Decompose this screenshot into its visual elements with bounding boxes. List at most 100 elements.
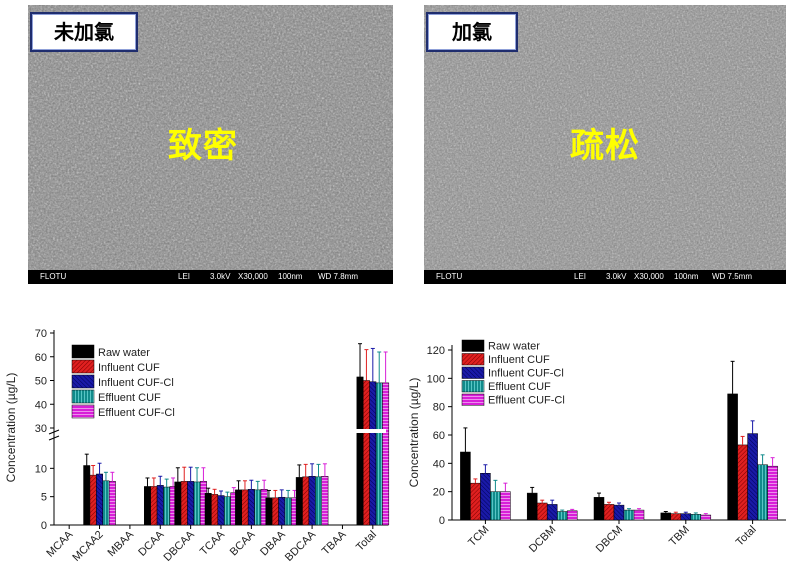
overlay-text-dense: 致密 [168,126,238,166]
bar-dbcaa-0 [174,481,182,526]
x-tick-label: Total [354,529,379,554]
x-tick-label: MCAA [44,528,75,559]
legend-swatch [461,393,485,406]
legend-swatch [71,374,95,389]
bar-dcbm-3 [556,511,568,521]
bar-dbaa-1 [271,497,279,526]
legend-label: Raw water [98,347,150,359]
axis-break-mark [48,429,60,435]
bar-tbm-4 [700,514,712,521]
y-tick-label: 40 [433,458,445,470]
y-tick-label: 70 [35,328,47,340]
y-tick-label: 50 [35,376,47,388]
legend-label: Effluent CUF [98,392,161,404]
condition-label-unchlorinated: 未加氯 [30,12,138,52]
bar-dcaa-0 [144,486,151,526]
legend-swatch [71,359,95,374]
legend-swatch [71,344,95,359]
bar-bcaa-2 [247,489,255,526]
bar-dbaa-4 [291,497,298,526]
legend-label: Effluent CUF-Cl [98,407,175,419]
bar-total-1 [362,380,370,526]
bar-dbaa-3 [284,497,292,526]
sem-org: FLOTU [40,272,67,281]
bar-tbm-1 [670,513,682,521]
bar-bcaa-4 [260,489,268,526]
y-tick-label: 0 [41,520,47,532]
bar-dbaa-2 [278,496,286,526]
bar-dbcm-2 [613,504,625,521]
bar-dcbm-2 [546,504,558,521]
bar-dcbm-4 [566,510,578,521]
bar-tcaa-2 [217,495,225,526]
bar-mcaa2-3 [102,480,110,526]
bar-bdcaa-0 [295,477,303,526]
x-tick-label: Total [734,524,759,549]
legend-label: Influent CUF [488,354,550,366]
bar-dbcaa-1 [180,481,188,526]
bar-total-1 [737,444,748,521]
x-tick-label: TBAA [320,528,349,557]
bar-dbcm-0 [593,497,605,521]
sem-working-distance: WD 7.5mm [712,272,752,281]
bar-dcbm-1 [536,502,548,521]
x-tick-label: BDCAA [283,528,319,564]
legend-swatch [461,380,485,393]
bar-bdcaa-2 [308,476,316,526]
legend-label: Influent CUF-Cl [98,377,174,389]
bar-bcaa-3 [254,489,262,526]
bar-total-0 [727,393,738,521]
y-tick-label: 80 [433,402,445,414]
legend-swatch [461,353,485,366]
bar-tcaa-4 [230,492,238,526]
x-tick-label: MBAA [105,528,136,559]
legend-swatch [461,366,485,379]
bar-tbm-2 [680,513,692,521]
x-tick-label: TCAA [198,528,228,558]
x-tick-label: TBM [667,524,692,549]
bar-tcm-3 [490,491,501,521]
y-tick-label: 20 [433,487,445,499]
y-tick-label: 60 [433,430,445,442]
bar-dbaa-0 [265,497,273,526]
x-tick-label: DBAA [258,528,288,558]
bar-dbcm-3 [623,509,635,521]
sem-voltage: 3.0kV [210,272,231,281]
bar-bcaa-1 [241,489,249,526]
sem-working-distance: WD 7.8mm [318,272,358,281]
bar-bdcaa-4 [321,476,329,526]
y-tick-label: 5 [41,492,47,504]
y-tick-label: 40 [35,399,47,411]
bar-dcaa-3 [163,486,171,526]
bar-bdcaa-3 [315,476,322,526]
bar-total-2 [369,381,377,526]
legend-swatch [461,339,485,352]
overlay-text-loose: 疏松 [570,126,640,166]
bar-total-3 [757,464,768,521]
x-tick-label: BCAA [228,528,258,558]
y-axis-label: Concentration (µg/L) [4,373,18,483]
bar-tcm-0 [460,451,471,521]
bar-dcaa-1 [150,486,158,526]
x-tick-label: DBCM [594,524,625,555]
legend-label: Effluent CUF [488,381,551,393]
bar-dbcaa-4 [199,481,207,526]
x-tick-label: DBCAA [161,528,197,564]
bar-total-4 [382,382,390,526]
bar-mcaa2-2 [96,473,103,526]
sem-detector: LEI [574,272,587,281]
sem-scale: 100nm [278,272,303,281]
y-tick-label: 10 [35,463,47,475]
y-tick-label: 100 [427,373,445,385]
bar-bcaa-0 [235,489,243,526]
bar-dcbm-0 [526,492,538,521]
legend-swatch [71,404,95,419]
bar-tcaa-3 [223,496,231,526]
bar-tcm-1 [470,482,481,521]
y-tick-label: 0 [439,515,445,527]
bar-tcaa-1 [211,494,219,526]
legend-label: Influent CUF-Cl [488,368,564,380]
x-tick-label: DCAA [136,528,167,559]
sem-info-bar: FLOTU LEI 3.0kV X30,000 100nm WD 7.8mm [28,270,393,284]
bar-total-2 [747,433,758,521]
